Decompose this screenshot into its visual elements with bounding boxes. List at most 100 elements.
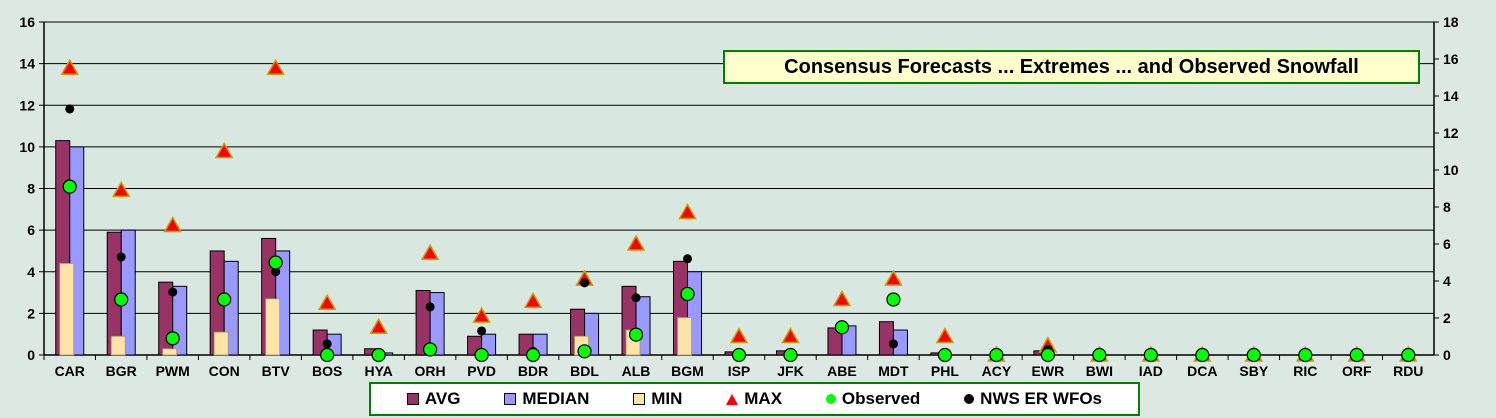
bar-min [110,335,126,356]
marker-observed [1401,347,1416,363]
left-tick-label: 0 [27,347,35,363]
marker-observed [423,342,438,357]
category-label: PVD [467,363,496,379]
marker-max [163,215,182,233]
marker-nws [888,339,898,349]
legend-label-max: MAX [744,389,783,408]
category-label: JFK [777,363,803,379]
marker-observed [217,292,232,307]
right-tick-label: 12 [1443,125,1459,141]
marker-observed [1040,347,1055,363]
category-label: ABE [827,363,857,379]
marker-observed [937,347,953,363]
legend-item-median: MEDIAN [504,389,589,409]
category-label: DCA [1187,363,1217,379]
legend-swatch-median [504,393,517,405]
marker-observed [165,331,180,346]
legend-item-max: MAX [726,389,782,409]
legend-swatch-nws [964,394,975,404]
marker-observed [834,320,850,335]
right-tick-label: 16 [1443,51,1459,67]
marker-max [523,291,543,309]
legend: AVG MEDIAN MIN MAX Observed NWS ER WFOs [369,382,1140,416]
marker-max [678,203,697,220]
category-label: BTV [262,363,291,379]
marker-observed [320,347,335,363]
category-label: IAD [1139,363,1163,379]
right-tick-label: 18 [1443,14,1459,30]
marker-observed [577,344,592,359]
marker-observed [1298,347,1313,363]
category-label: BGM [671,363,704,379]
category-label: CAR [55,363,85,379]
marker-nws [580,278,590,288]
bar-min [265,298,281,356]
marker-observed [680,286,695,302]
category-label: ORF [1342,363,1372,379]
category-label: PHL [931,363,959,379]
left-tick-label: 8 [27,181,35,197]
category-label: EWR [1032,363,1065,379]
marker-observed [1349,347,1364,363]
category-label: PWM [156,363,190,379]
marker-max [111,180,131,198]
marker-nws [477,326,487,336]
legend-label-observed: Observed [841,389,921,408]
marker-observed [731,347,747,363]
category-label: MDT [878,363,909,379]
left-tick-label: 2 [27,305,35,321]
right-tick-label: 14 [1443,88,1459,104]
category-label: RIC [1293,363,1317,379]
marker-nws [683,254,693,264]
marker-observed [268,255,283,270]
legend-swatch-min [633,393,646,405]
marker-observed [783,347,798,363]
marker-max [832,289,852,307]
legend-item-min: MIN [633,389,682,409]
category-label: BOS [312,363,342,379]
marker-observed [525,347,541,363]
category-label: CON [209,363,240,379]
marker-observed [1195,347,1210,363]
marker-nws [322,339,332,349]
marker-max [935,326,955,344]
bar-min [59,263,75,356]
marker-max [472,306,491,323]
marker-nws [168,287,178,297]
chart-title: Consensus Forecasts ... Extremes ... and… [723,50,1420,84]
left-tick-label: 12 [19,97,35,113]
marker-max [781,326,800,344]
right-tick-label: 10 [1443,162,1459,178]
marker-observed [1092,347,1107,363]
marker-observed [114,292,129,307]
bar-min [213,331,229,356]
category-label: BDR [518,363,548,379]
category-label: RDU [1393,363,1423,379]
legend-swatch-observed [825,394,836,404]
right-tick-label: 6 [1443,236,1451,252]
markers [60,58,1418,363]
left-tick-label: 4 [27,264,35,280]
category-label: BWI [1086,363,1113,379]
left-tick-label: 6 [27,222,35,238]
marker-max [266,58,285,75]
marker-observed [371,347,386,363]
category-label: HYA [364,363,392,379]
legend-swatch-max [726,393,739,405]
tick-labels: 0 2 4 6 8 10 12 14 16 0 2 4 6 8 10 12 14 16 18 CAR BGR PWM CON… [19,14,1458,379]
marker-max [60,58,80,75]
marker-max [884,269,903,286]
marker-observed [886,292,901,307]
category-label: BGR [106,363,137,379]
legend-label-nws: NWS ER WFOs [980,389,1103,408]
legend-item-avg: AVG [406,389,461,409]
bar-min [677,317,692,356]
category-label: ALB [622,363,651,379]
marker-nws [271,267,281,277]
marker-observed [474,347,489,363]
left-tick-label: 14 [19,56,35,72]
left-tick-label: 10 [19,139,35,155]
category-label: BDL [570,363,599,379]
marker-nws [631,293,641,303]
